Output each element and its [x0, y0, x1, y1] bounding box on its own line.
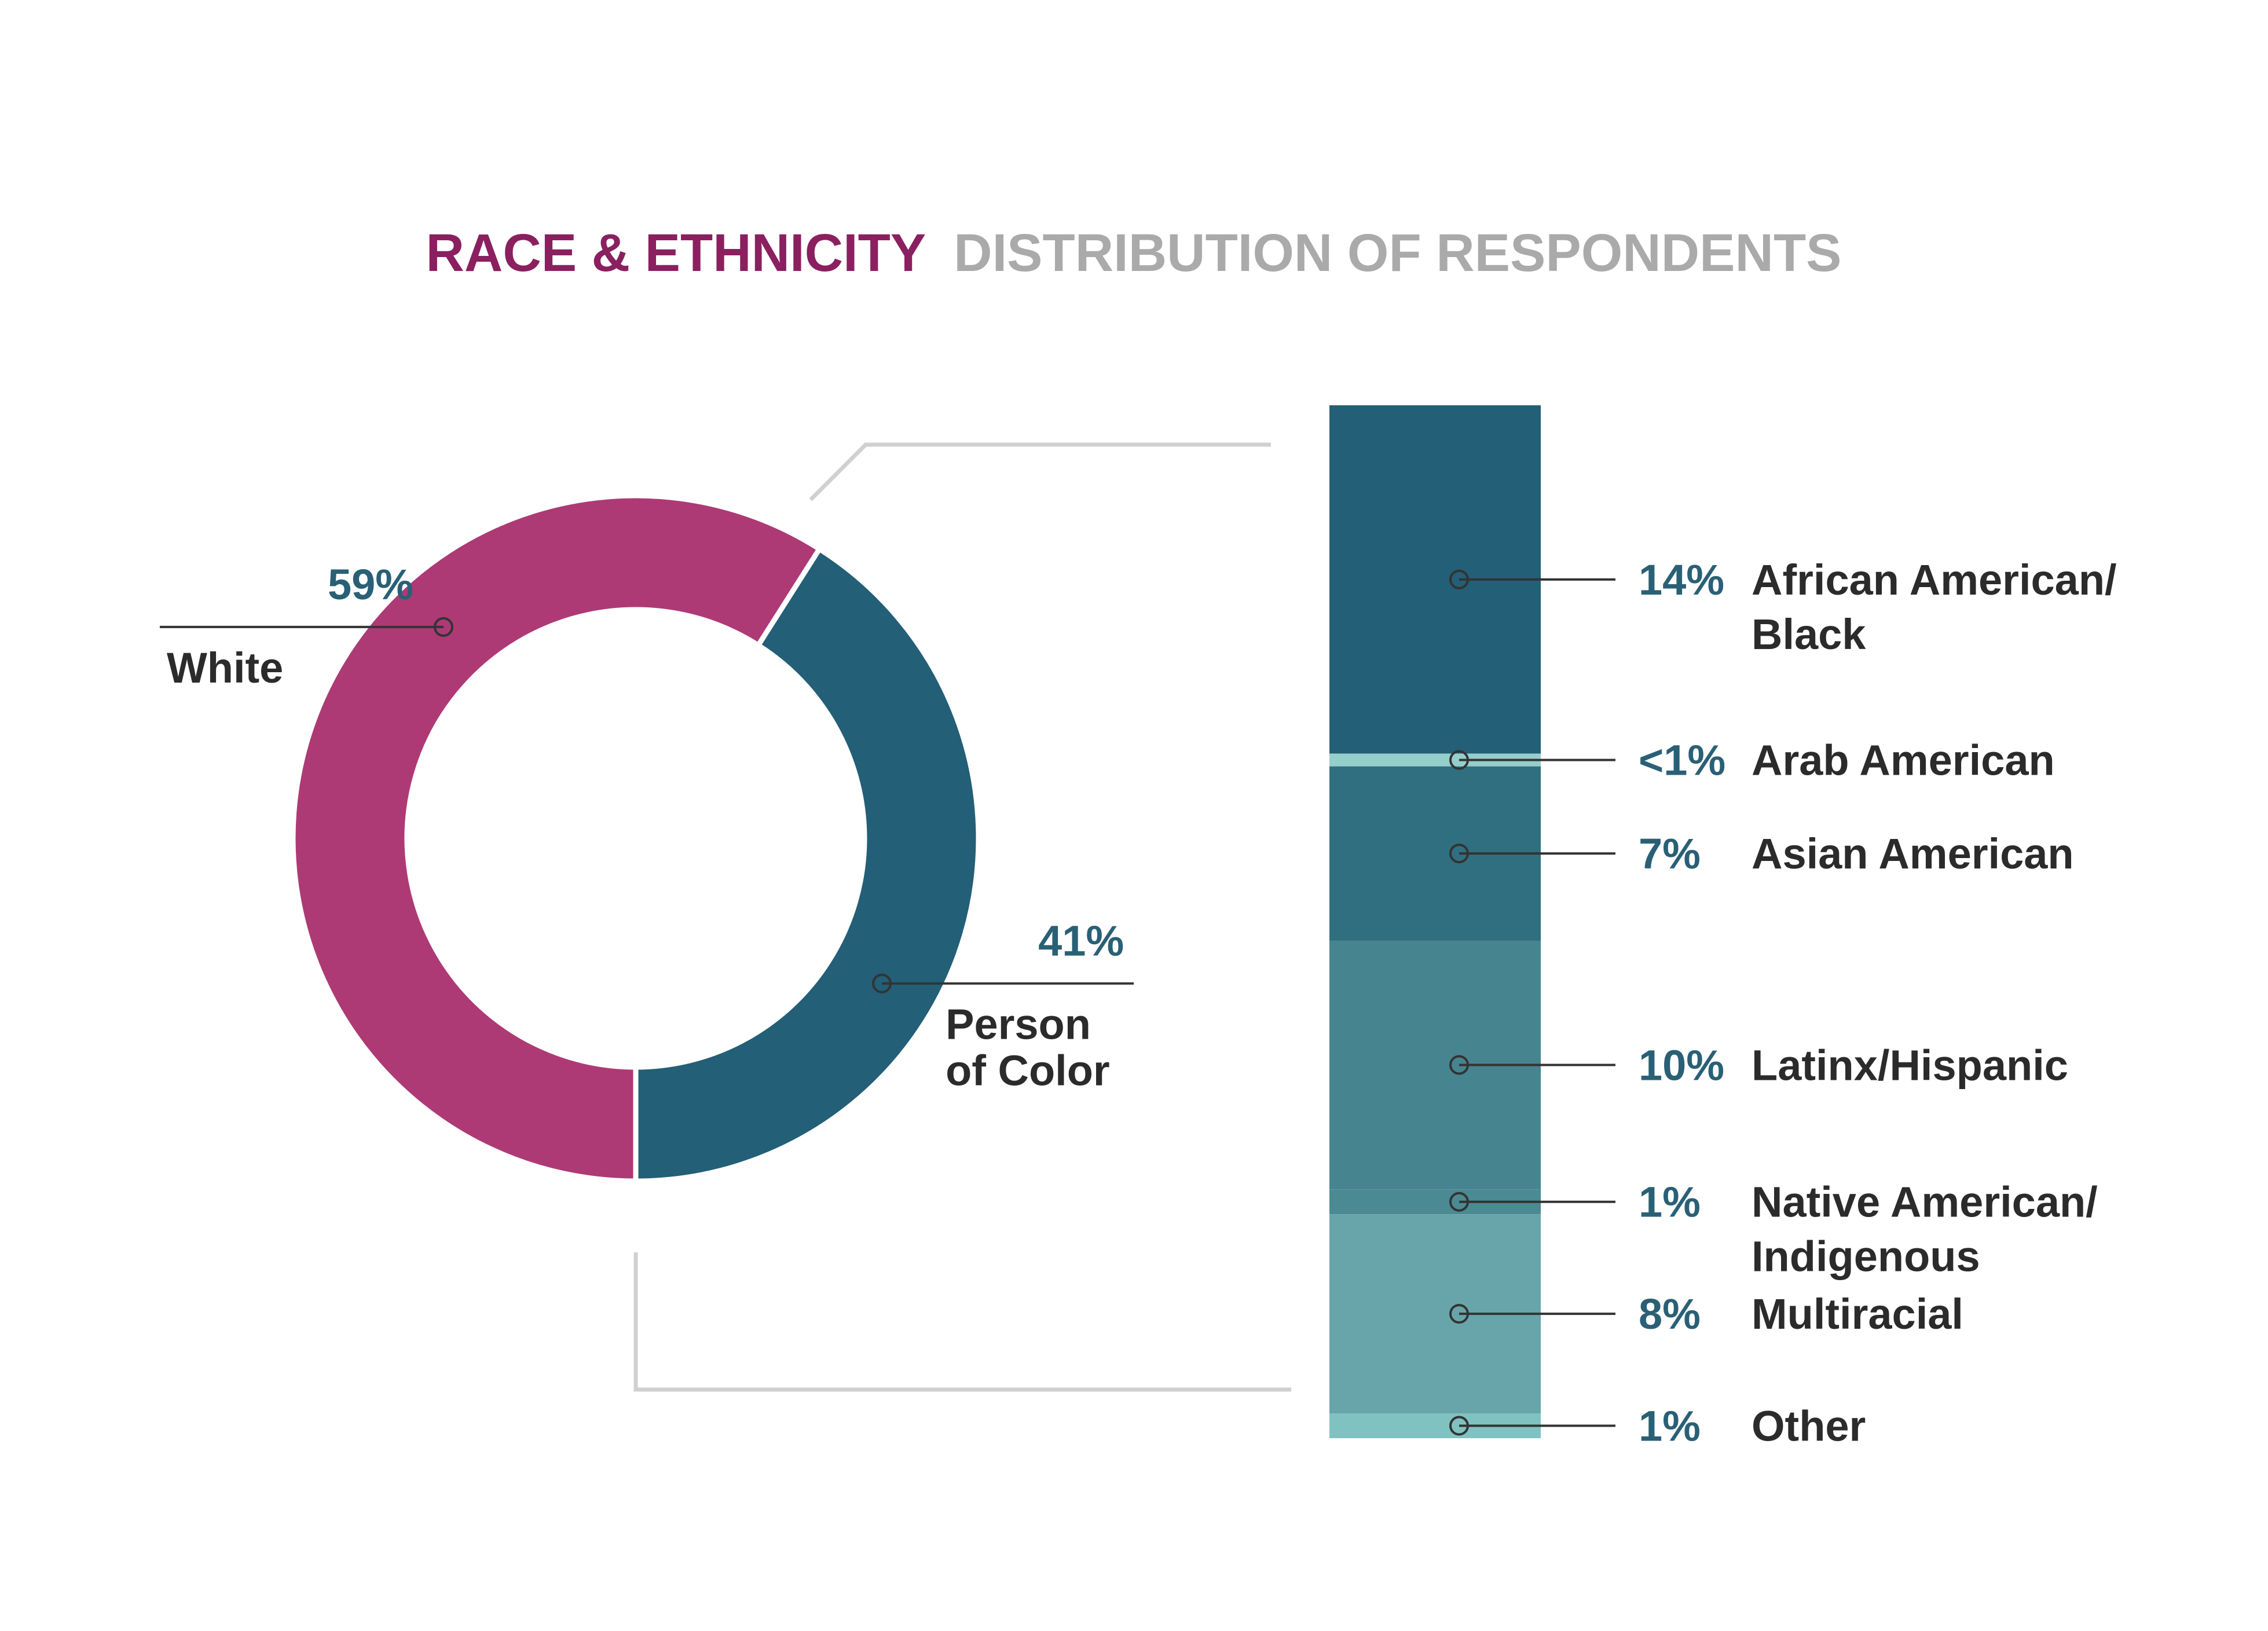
stack-category-label-5-0: Multiracial: [1752, 1290, 1963, 1338]
title-secondary: DISTRIBUTION OF RESPONDENTS: [954, 223, 1841, 283]
stack-value-label-4: 1%: [1639, 1178, 1701, 1226]
connector-bottom: [633, 1252, 1291, 1392]
stack-category-label-2-0: Asian American: [1752, 830, 2074, 878]
title-primary: RACE & ETHNICITY: [426, 223, 925, 283]
donut-category-label-1-0: Person: [946, 1000, 1091, 1049]
stack-value-label-2: 7%: [1639, 830, 1701, 878]
stack-value-label-1: <1%: [1639, 736, 1725, 785]
stack-leader-dot-2: [1449, 844, 1469, 864]
stack-value-label-0: 14%: [1639, 556, 1724, 604]
zoom-connectors: [633, 442, 1291, 1392]
stack-value-label-3: 10%: [1639, 1041, 1724, 1089]
stack-segment-1: [1329, 753, 1541, 767]
stacked-bar: [1329, 405, 1541, 1438]
donut-value-label-1: 41%: [1038, 917, 1124, 965]
stack-leader-dot-0: [1449, 569, 1469, 589]
stack-leader-dot-1: [1449, 750, 1469, 770]
donut-value-label-0: 59%: [328, 560, 413, 609]
stacked-bar-labels: 14% African American/Black <1% Arab America…: [1449, 556, 2117, 1450]
donut-category-label-0-0: White: [167, 644, 283, 692]
connector-top: [809, 442, 1271, 501]
stack-value-label-6: 1%: [1639, 1402, 1701, 1450]
stack-value-label-5: 8%: [1639, 1290, 1701, 1338]
stack-leader-dot-6: [1449, 1416, 1469, 1436]
stack-category-label-1-0: Arab American: [1752, 736, 2055, 785]
stack-leader-dot-3: [1449, 1055, 1469, 1075]
stack-category-label-0-0: African American/: [1752, 556, 2117, 604]
stack-leader-dot-4: [1449, 1192, 1469, 1212]
stack-leader-dot-5: [1449, 1304, 1469, 1324]
donut-slice-0: [290, 493, 823, 1184]
stack-category-label-3-0: Latinx/Hispanic: [1752, 1041, 2068, 1089]
stack-category-label-4-0: Native American/: [1752, 1178, 2098, 1226]
donut-leader-dot-0: [433, 617, 453, 637]
stack-category-label-0-1: Black: [1752, 610, 1866, 658]
stack-category-label-4-1: Indigenous: [1752, 1233, 1980, 1281]
stack-category-label-6-0: Other: [1752, 1402, 1866, 1450]
donut-slice-1: [633, 545, 981, 1184]
donut-leader-dot-1: [872, 973, 892, 994]
donut-category-label-1-1: of Color: [946, 1047, 1110, 1095]
chart-title: RACE & ETHNICITY DISTRIBUTION OF RESPOND…: [426, 223, 1841, 283]
donut-chart: [290, 493, 981, 1184]
